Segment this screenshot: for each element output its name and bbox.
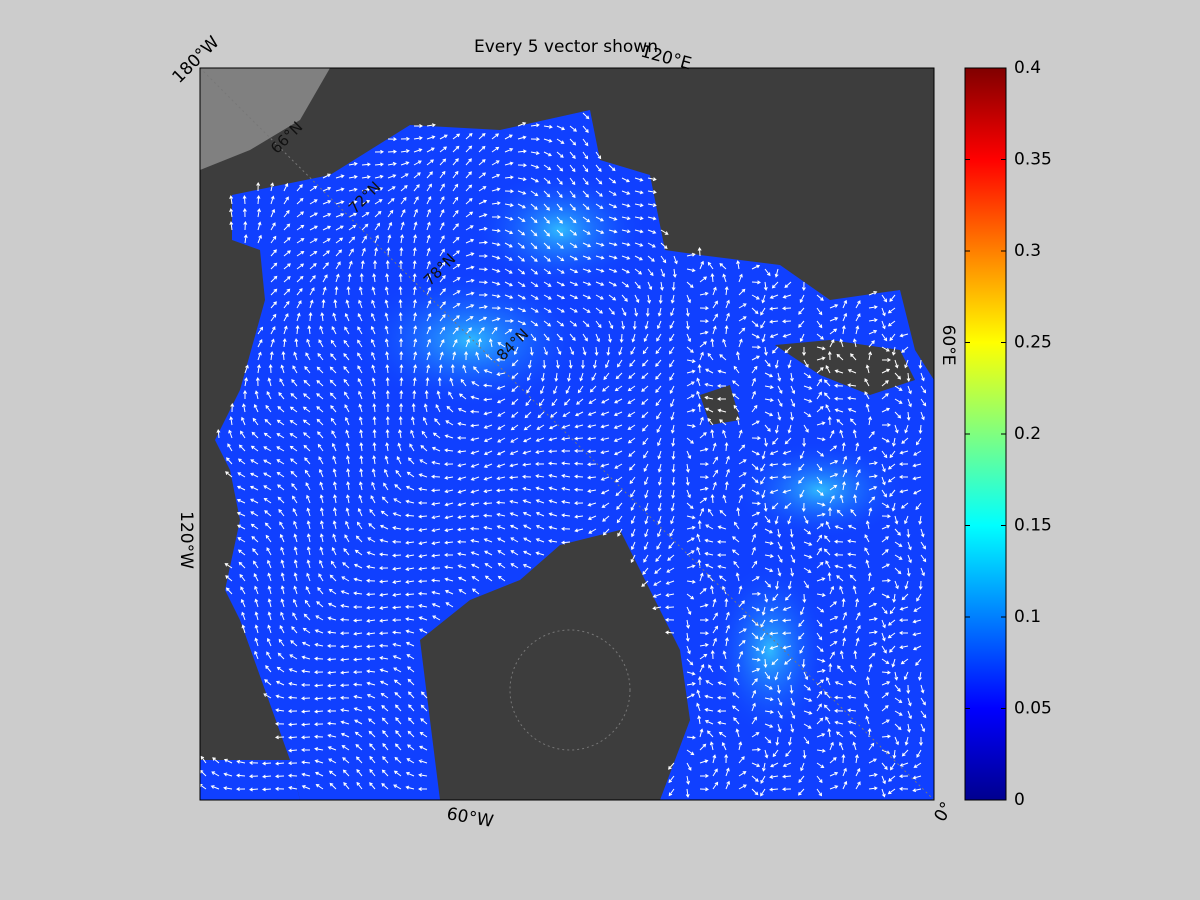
vector-arrows xyxy=(200,112,927,798)
current-glow xyxy=(730,440,910,540)
colorbar-tick-label: 0.05 xyxy=(1014,699,1052,719)
colorbar-tick-label: 0.4 xyxy=(1014,58,1041,78)
colorbar-tick-label: 0 xyxy=(1014,790,1025,810)
lon-label: 120°W xyxy=(176,511,196,569)
colorbar-tick-label: 0.15 xyxy=(1014,516,1052,536)
colorbar-tick-label: 0.2 xyxy=(1014,424,1041,444)
title: Every 5 vector shown xyxy=(474,37,658,57)
graticule xyxy=(200,68,934,800)
colorbar-tick-label: 0.25 xyxy=(1014,333,1052,353)
current-glow xyxy=(710,560,830,740)
lon-label: 60°E xyxy=(938,325,958,366)
colorbar-tick-label: 0.3 xyxy=(1014,241,1041,261)
colorbar-tick-label: 0.1 xyxy=(1014,607,1041,627)
outside-grid xyxy=(200,68,330,170)
current-glow xyxy=(470,170,650,290)
colorbar-fill xyxy=(964,67,1007,801)
colorbar: 0 0.05 0.1 0.15 0.2 0.25 0.3 0.35 0.4 xyxy=(964,58,1052,810)
axes-frame xyxy=(199,67,935,801)
ocean-south xyxy=(200,760,300,800)
island xyxy=(775,340,915,395)
island xyxy=(700,385,740,425)
grid-circle xyxy=(509,629,631,751)
map xyxy=(200,68,934,800)
colorbar-tick-label: 0.35 xyxy=(1014,150,1052,170)
